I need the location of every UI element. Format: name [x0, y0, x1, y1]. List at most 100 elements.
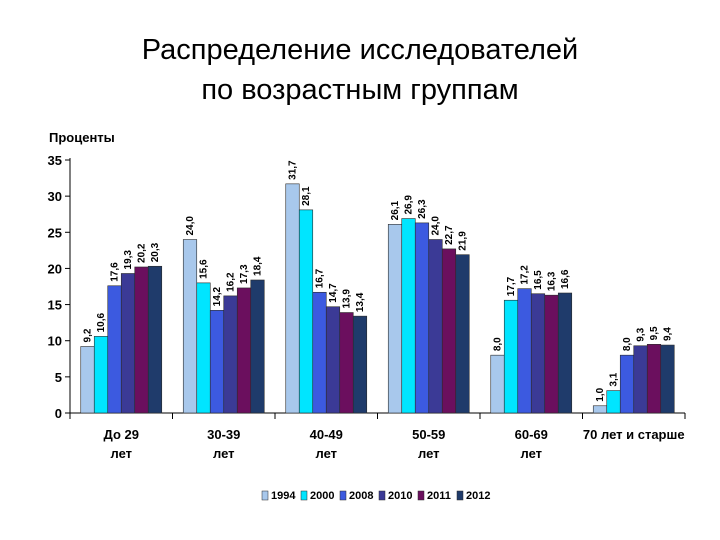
legend-label: 1994 [271, 490, 296, 502]
bar [223, 295, 238, 414]
data-label: 22,7 [444, 225, 455, 245]
data-label: 8,0 [622, 337, 633, 351]
bar [196, 282, 211, 414]
data-label: 26,9 [404, 195, 415, 215]
data-label: 18,4 [253, 256, 264, 276]
data-label: 16,6 [560, 269, 571, 289]
data-label: 19,3 [123, 250, 134, 270]
bar [250, 279, 265, 414]
bar [285, 183, 300, 414]
legend-swatch [417, 490, 425, 501]
bar [428, 239, 443, 414]
data-label: 13,9 [342, 289, 353, 309]
bar [325, 306, 341, 414]
bar [606, 390, 621, 414]
y-tick-label: 10 [48, 334, 62, 349]
data-label: 14,7 [328, 283, 339, 303]
bar [503, 299, 519, 414]
data-label: 17,7 [506, 276, 517, 296]
data-label: 16,5 [533, 270, 544, 290]
bar [646, 344, 662, 414]
bar [544, 294, 559, 414]
legend: 1994 2000 2008 2010 2011 2012 [261, 490, 490, 502]
data-label: 3,1 [609, 372, 620, 386]
data-label: 13,4 [355, 292, 366, 312]
legend-label: 2000 [310, 490, 334, 502]
data-label: 26,3 [417, 199, 428, 219]
data-label: 16,7 [315, 268, 326, 288]
x-tick-label: 50-59 [412, 427, 445, 442]
x-tick-label: 60-69 [515, 427, 548, 442]
data-label: 14,2 [212, 286, 223, 306]
bar [339, 312, 354, 414]
data-label: 9,3 [636, 327, 647, 341]
bar [298, 209, 314, 414]
bar [592, 405, 608, 414]
bar [557, 292, 573, 414]
legend-swatch [339, 490, 347, 501]
bar [441, 248, 457, 414]
bar [209, 310, 225, 414]
y-tick-label: 35 [48, 153, 62, 168]
bar [455, 254, 470, 414]
bar [530, 293, 546, 414]
data-label: 17,2 [520, 265, 531, 285]
x-tick-label: До 29 [104, 427, 139, 442]
bars [80, 183, 675, 414]
y-axis-label: Проценты [49, 130, 115, 145]
data-label: 15,6 [199, 259, 210, 279]
bar [107, 285, 122, 414]
legend-label: 2012 [466, 490, 490, 502]
y-tick-label: 15 [48, 298, 62, 313]
legend-swatch [300, 490, 308, 501]
bar [352, 315, 368, 414]
y-tick-label: 5 [55, 370, 62, 385]
bar [312, 291, 327, 414]
y-tick-label: 30 [48, 189, 62, 204]
bar [236, 287, 252, 414]
x-tick-label: лет [213, 446, 235, 461]
data-label: 9,5 [649, 326, 660, 340]
bar [619, 354, 635, 414]
bar [414, 222, 430, 414]
data-label: 24,0 [431, 216, 442, 236]
data-label: 20,3 [150, 242, 161, 262]
category-labels: До 29 лет 30-39 лет 40-49 лет 50-59 лет 60-69 лет… [104, 427, 685, 461]
bar [80, 346, 95, 414]
data-label: 8,0 [493, 337, 504, 351]
bar [660, 344, 675, 414]
data-label: 16,3 [547, 271, 558, 291]
data-label: 24,0 [185, 216, 196, 236]
bar [120, 273, 136, 414]
bar [134, 266, 149, 414]
bar [490, 354, 505, 414]
legend-swatch [261, 490, 269, 501]
y-tick-label: 25 [48, 225, 62, 240]
data-label: 20,2 [137, 243, 148, 263]
value-labels: 9,2 24,0 31,7 26,1 8,0 1,0 10,6 15,6 28,1 26,9 17,… [83, 160, 674, 402]
data-label: 31,7 [288, 160, 299, 180]
x-tick-label: 40-49 [310, 427, 343, 442]
legend-label: 2010 [388, 490, 412, 502]
bar [633, 345, 648, 414]
legend-label: 2011 [427, 490, 451, 502]
page-title: Распределение исследователей по возрастн… [0, 30, 720, 110]
x-tick-label: 30-39 [207, 427, 240, 442]
data-label: 17,6 [110, 262, 121, 282]
bar [517, 288, 532, 414]
bar [387, 224, 403, 414]
x-tick-label: лет [315, 446, 337, 461]
bar [147, 265, 163, 414]
x-tick-label: лет [110, 446, 132, 461]
data-label: 28,1 [301, 186, 312, 206]
x-tick-label: 70 лет и старше [583, 427, 685, 442]
data-label: 9,4 [663, 327, 674, 341]
legend-swatch [456, 490, 464, 501]
bar [401, 218, 416, 414]
data-label: 21,9 [458, 231, 469, 251]
data-label: 1,0 [595, 387, 606, 401]
data-label: 16,2 [226, 272, 237, 292]
y-tick-label: 0 [55, 406, 62, 421]
y-tick-label: 20 [48, 261, 62, 276]
